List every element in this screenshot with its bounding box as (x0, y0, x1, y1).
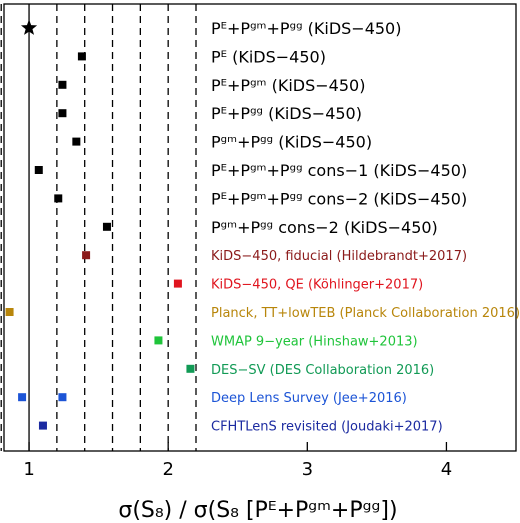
row-label-0: Pᴱ+Pᵍᵐ+Pᵍᵍ (KiDS−450) (211, 19, 401, 38)
row-label-11: WMAP 9−year (Hinshaw+2013) (211, 334, 418, 349)
marker-0 (20, 19, 38, 35)
x-tick-label-2: 3 (302, 459, 313, 480)
row-label-6: Pᴱ+Pᵍᵐ+Pᵍᵍ cons−2 (KiDS−450) (211, 189, 467, 208)
marker-7 (102, 222, 111, 231)
plot-frame (3, 3, 517, 452)
marker-3 (58, 109, 67, 118)
marker-15 (38, 421, 47, 430)
x-tick-label-1: 2 (162, 459, 173, 480)
marker-11 (154, 336, 163, 345)
x-axis-ticks: 1 2 3 4 (23, 442, 452, 480)
row-label-12: DES−SV (DES Collaboration 2016) (211, 363, 434, 378)
row-label-3: Pᴱ+Pᵍᵍ (KiDS−450) (211, 104, 362, 123)
row-label-15: CFHTLenS revisited (Joudaki+2017) (211, 420, 443, 435)
marker-1 (77, 52, 86, 61)
marker-2 (58, 80, 67, 89)
row-label-9: KiDS−450, QE (Köhlinger+2017) (211, 278, 423, 293)
guide-lines (0, 4, 197, 451)
row-label-10: Planck, TT+lowTEB (Planck Collaboration … (211, 306, 520, 321)
data-markers (5, 19, 195, 430)
marker-13 (18, 393, 27, 402)
row-label-8: KiDS−450, fiducial (Hildebrandt+2017) (211, 249, 467, 264)
row-label-7: Pᵍᵐ+Pᵍᵍ cons−2 (KiDS−450) (211, 218, 438, 237)
row-label-4: Pᵍᵐ+Pᵍᵍ (KiDS−450) (211, 133, 372, 152)
row-label-13: Deep Lens Survey (Jee+2016) (211, 391, 407, 406)
row-label-1: Pᴱ (KiDS−450) (211, 47, 326, 66)
marker-12 (186, 364, 195, 373)
x-tick-label-0: 1 (23, 459, 34, 480)
row-label-5: Pᴱ+Pᵍᵐ+Pᵍᵍ cons−1 (KiDS−450) (211, 161, 467, 180)
marker-6 (54, 194, 63, 203)
marker-14 (58, 393, 67, 402)
marker-9 (173, 279, 182, 288)
x-tick-label-3: 4 (441, 459, 452, 480)
marker-10 (5, 308, 14, 316)
x-axis-label: σ(S₈) / σ(S₈ [Pᴱ+Pᵍᵐ+Pᵍᵍ]) (118, 498, 397, 523)
row-label-2: Pᴱ+Pᵍᵐ (KiDS−450) (211, 76, 365, 95)
marker-5 (34, 166, 43, 174)
row-labels: Pᴱ+Pᵍᵐ+Pᵍᵍ (KiDS−450) Pᴱ (KiDS−450) Pᴱ+Pᵍᵐ… (211, 19, 520, 435)
marker-8 (82, 251, 91, 260)
marker-4 (72, 137, 81, 146)
